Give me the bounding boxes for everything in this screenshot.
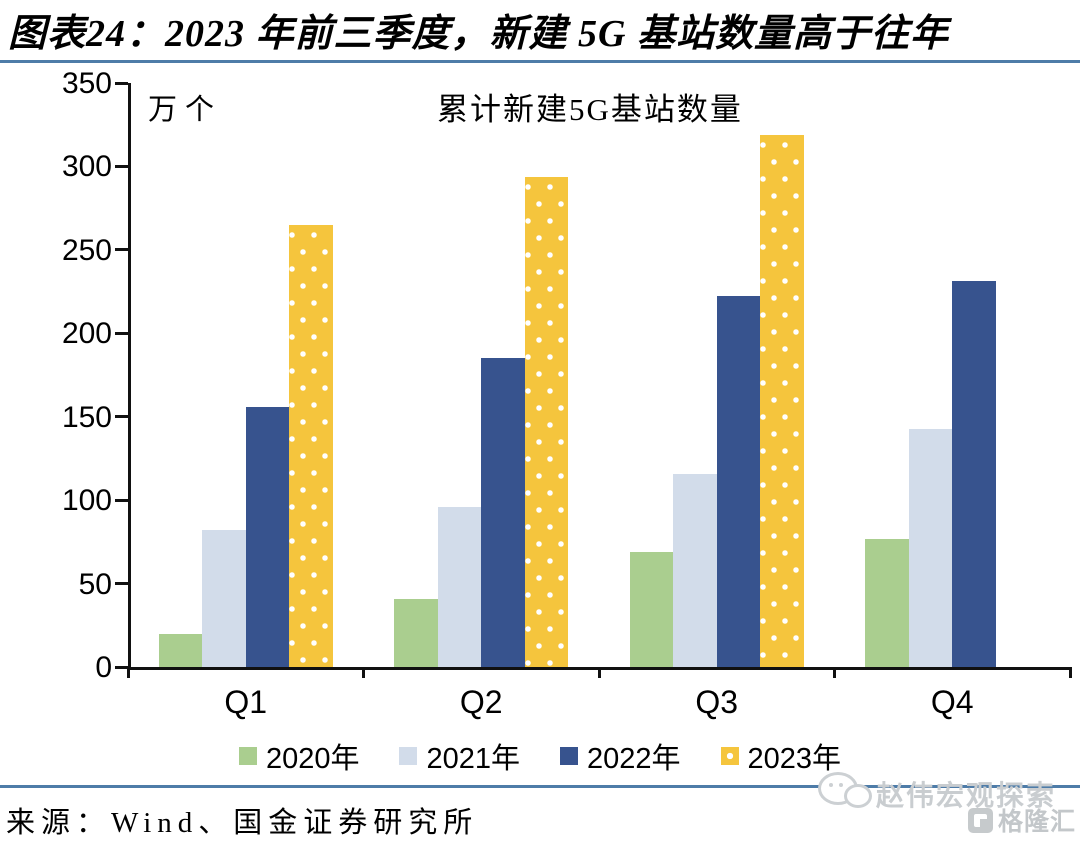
legend-item-2020年: 2020年: [238, 735, 360, 777]
header-divider: [0, 60, 1080, 63]
legend-swatch: [238, 747, 257, 765]
y-axis-tick-label: 0: [95, 651, 112, 684]
y-axis-tick: [115, 415, 128, 419]
bar-2021年-Q1: [202, 530, 246, 667]
bar-2023年-Q2: [524, 176, 569, 667]
chart-title: 累计新建5G基站数量: [437, 92, 743, 127]
legend-item-2022年: 2022年: [560, 735, 681, 777]
y-axis-tick: [115, 164, 128, 168]
bar-2021年-Q3: [673, 473, 717, 667]
x-axis-category-label: Q1: [224, 684, 268, 720]
gelonghui-logo-icon: [967, 807, 993, 833]
y-axis-line: [128, 83, 131, 670]
bar-2023年-Q1: [289, 225, 333, 667]
legend-label: 2020年: [265, 743, 360, 775]
bar-2022年-Q3: [716, 296, 761, 667]
bar-2021年-Q2: [437, 506, 482, 667]
y-axis-tick: [115, 665, 128, 669]
source-note: 来源：Wind、国金证券研究所: [6, 807, 479, 839]
x-axis-tick: [833, 667, 836, 678]
x-axis-category-label: Q3: [695, 684, 739, 720]
bar-2023年-Q3: [760, 134, 804, 667]
footer-divider: [0, 785, 1080, 788]
y-axis-tick: [115, 582, 128, 586]
x-axis-tick: [1068, 667, 1072, 678]
legend-swatch: [560, 747, 578, 765]
y-axis-tick-label: 100: [61, 484, 112, 518]
x-axis-tick: [126, 667, 130, 678]
bar-chart: 累计新建5G基站数量 万个 0 50 100 150 200 250 300 350 Q1 Q2 Q…: [0, 62, 1080, 784]
x-axis-tick: [362, 667, 365, 678]
gelonghui-logo-text: 格隆汇: [997, 808, 1076, 836]
watermark-brand: 赵伟宏观探索: [876, 780, 1057, 811]
y-axis-tick-label: 50: [78, 567, 112, 601]
bar-2022年-Q1: [245, 406, 290, 667]
bar-2020年-Q1: [158, 633, 203, 667]
x-axis-tick: [597, 667, 601, 678]
x-axis-category-label: Q2: [459, 684, 503, 720]
y-axis-tick-label: 200: [61, 317, 112, 351]
bar-2020年-Q2: [394, 598, 438, 667]
legend-label: 2023年: [747, 743, 842, 775]
bar-2021年-Q4: [908, 429, 953, 667]
chart-legend: 2020年 2021年 2022年 2023年: [0, 735, 1080, 777]
y-axis-unit-label: 万个: [148, 94, 223, 126]
y-axis-tick-label: 150: [61, 400, 112, 434]
y-axis-tick: [115, 331, 128, 335]
legend-swatch: [399, 747, 418, 765]
y-axis-tick-label: 300: [61, 150, 112, 184]
legend-label: 2021年: [426, 743, 520, 775]
bar-2020年-Q3: [629, 551, 674, 667]
y-axis-tick: [115, 248, 128, 252]
bar-2022年-Q2: [481, 357, 525, 667]
legend-item-2021年: 2021年: [399, 735, 520, 777]
gelonghui-logo: 格隆汇: [967, 802, 1076, 838]
figure-title: 图表24：2023 年前三季度，新建 5G 基站数量高于往年: [8, 13, 949, 55]
legend-swatch: [720, 747, 739, 765]
legend-item-2023年: 2023年: [720, 735, 842, 777]
x-axis-category-label: Q4: [930, 684, 974, 720]
y-axis-tick: [115, 498, 128, 502]
y-axis-tick-label: 250: [61, 233, 112, 267]
y-axis-tick: [115, 81, 128, 85]
bar-2020年-Q4: [865, 538, 909, 667]
watermark: 赵伟宏观探索 格隆汇: [810, 768, 1080, 838]
legend-label: 2022年: [587, 743, 681, 775]
chat-bubble-small-icon: [844, 784, 872, 808]
bar-2022年-Q4: [952, 281, 996, 667]
y-axis-tick-label: 350: [61, 67, 112, 100]
